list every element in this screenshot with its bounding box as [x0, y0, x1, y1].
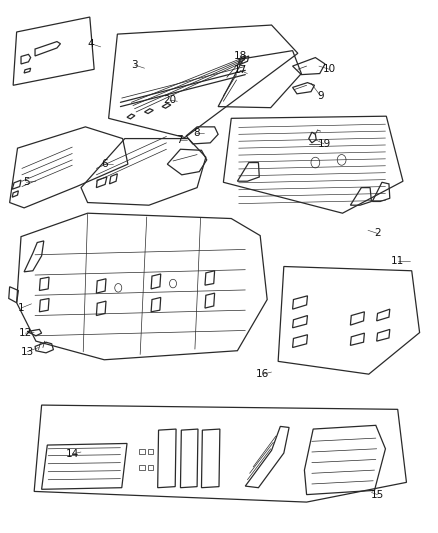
Text: 10: 10	[323, 64, 336, 74]
Text: 20: 20	[163, 95, 177, 105]
Text: 16: 16	[256, 369, 269, 379]
Text: 15: 15	[371, 490, 384, 499]
Text: 11: 11	[391, 256, 404, 266]
Text: 4: 4	[88, 39, 95, 49]
Text: 12: 12	[19, 328, 32, 338]
Text: 8: 8	[193, 128, 200, 138]
Text: 6: 6	[101, 159, 108, 169]
Text: 5: 5	[23, 177, 30, 187]
Text: 14: 14	[66, 449, 79, 459]
Text: 7: 7	[176, 135, 183, 144]
Text: 1: 1	[18, 303, 25, 313]
Text: 13: 13	[21, 347, 34, 357]
Text: 18: 18	[233, 51, 247, 61]
Text: 3: 3	[131, 60, 138, 70]
Text: 19: 19	[318, 139, 331, 149]
Text: 2: 2	[374, 229, 381, 238]
Text: 17: 17	[233, 66, 247, 75]
Text: 9: 9	[317, 91, 324, 101]
